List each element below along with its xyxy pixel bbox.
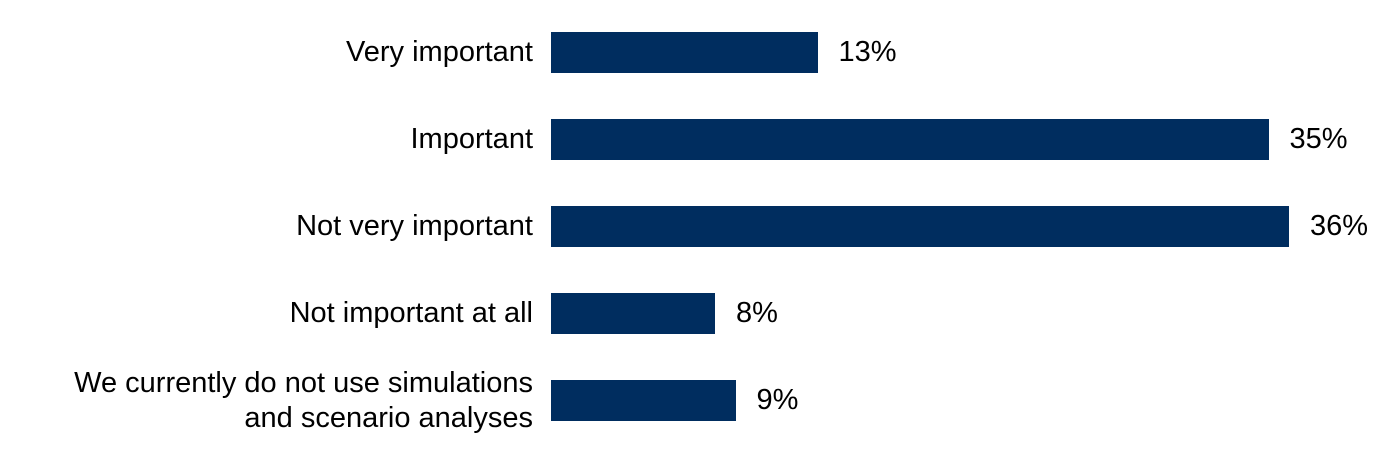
- value-label: 13%: [838, 36, 897, 68]
- bar-row: We currently do not use simulations and …: [0, 357, 1400, 444]
- bar: [551, 293, 715, 334]
- bar-area: 13%: [551, 9, 1400, 96]
- bar-row: Not important at all 8%: [0, 270, 1400, 357]
- bar-area: 8%: [551, 270, 1400, 357]
- bar: [551, 380, 736, 421]
- category-label: Not important at all: [289, 297, 533, 330]
- category-label: Not very important: [296, 210, 533, 243]
- value-label: 36%: [1310, 210, 1369, 242]
- bar-area: 35%: [551, 96, 1400, 183]
- category-label: Very important: [346, 36, 533, 69]
- bar: [551, 32, 818, 73]
- bar-row: Important 35%: [0, 96, 1400, 183]
- value-label: 9%: [756, 384, 799, 416]
- bar-area: 9%: [551, 357, 1400, 444]
- bar-area: 36%: [551, 183, 1400, 270]
- value-label: 8%: [736, 297, 778, 329]
- category-label: Important: [410, 123, 534, 156]
- category-label: We currently do not use simulations and …: [74, 367, 533, 434]
- bar: [551, 119, 1269, 160]
- value-label: 35%: [1289, 123, 1348, 155]
- bar-row: Very important 13%: [0, 9, 1400, 96]
- bar-row: Not very important 36%: [0, 183, 1400, 270]
- bar: [551, 206, 1289, 247]
